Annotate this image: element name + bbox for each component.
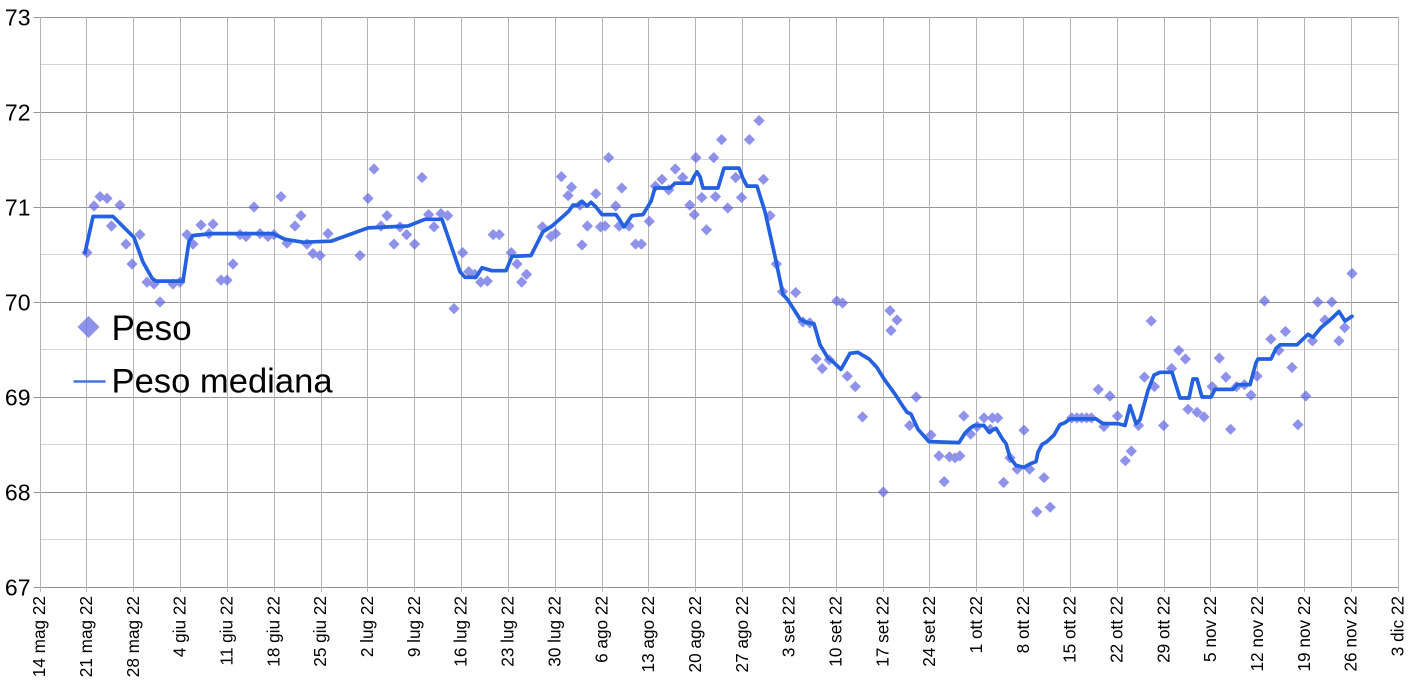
svg-text:12 nov 22: 12 nov 22 bbox=[1247, 596, 1267, 672]
svg-text:13 ago 22: 13 ago 22 bbox=[638, 596, 658, 672]
svg-text:16 lug 22: 16 lug 22 bbox=[451, 596, 471, 667]
svg-text:72: 72 bbox=[5, 100, 31, 126]
svg-text:22 ott 22: 22 ott 22 bbox=[1107, 596, 1127, 663]
svg-text:Peso mediana: Peso mediana bbox=[112, 363, 334, 401]
svg-text:27 ago 22: 27 ago 22 bbox=[732, 596, 752, 672]
svg-text:11 giu 22: 11 giu 22 bbox=[217, 596, 237, 665]
svg-text:6 ago 22: 6 ago 22 bbox=[591, 596, 611, 663]
svg-text:69: 69 bbox=[5, 385, 31, 411]
svg-text:25 giu 22: 25 giu 22 bbox=[310, 596, 330, 667]
svg-text:10 set 22: 10 set 22 bbox=[825, 596, 845, 667]
svg-text:30 lug 22: 30 lug 22 bbox=[544, 596, 564, 667]
svg-text:15 ott 22: 15 ott 22 bbox=[1060, 596, 1080, 663]
svg-text:18 giu 22: 18 giu 22 bbox=[263, 596, 283, 667]
svg-text:20 ago 22: 20 ago 22 bbox=[685, 596, 705, 672]
svg-text:29 ott 22: 29 ott 22 bbox=[1153, 596, 1173, 663]
svg-text:3 set 22: 3 set 22 bbox=[779, 596, 799, 657]
svg-text:73: 73 bbox=[5, 5, 31, 31]
svg-text:14 mag 22: 14 mag 22 bbox=[29, 596, 49, 677]
svg-text:17 set 22: 17 set 22 bbox=[872, 596, 892, 667]
svg-text:3 dic 22: 3 dic 22 bbox=[1388, 596, 1408, 656]
svg-text:67: 67 bbox=[5, 575, 31, 601]
svg-text:Peso: Peso bbox=[112, 309, 192, 348]
svg-text:2 lug 22: 2 lug 22 bbox=[357, 596, 377, 657]
svg-text:5 nov 22: 5 nov 22 bbox=[1200, 596, 1220, 662]
svg-text:19 nov 22: 19 nov 22 bbox=[1294, 596, 1314, 672]
svg-text:9 lug 22: 9 lug 22 bbox=[404, 596, 424, 657]
svg-text:8 ott 22: 8 ott 22 bbox=[1013, 596, 1033, 653]
svg-text:4 giu 22: 4 giu 22 bbox=[170, 596, 190, 657]
svg-text:70: 70 bbox=[5, 290, 31, 316]
svg-text:23 lug 22: 23 lug 22 bbox=[498, 596, 518, 667]
svg-text:24 set 22: 24 set 22 bbox=[919, 596, 939, 667]
svg-text:21 mag 22: 21 mag 22 bbox=[76, 596, 96, 677]
svg-text:1 ott 22: 1 ott 22 bbox=[966, 596, 986, 653]
svg-text:28 mag 22: 28 mag 22 bbox=[123, 596, 143, 677]
svg-text:71: 71 bbox=[5, 195, 31, 221]
svg-text:26 nov 22: 26 nov 22 bbox=[1341, 596, 1361, 672]
svg-text:68: 68 bbox=[5, 480, 31, 506]
